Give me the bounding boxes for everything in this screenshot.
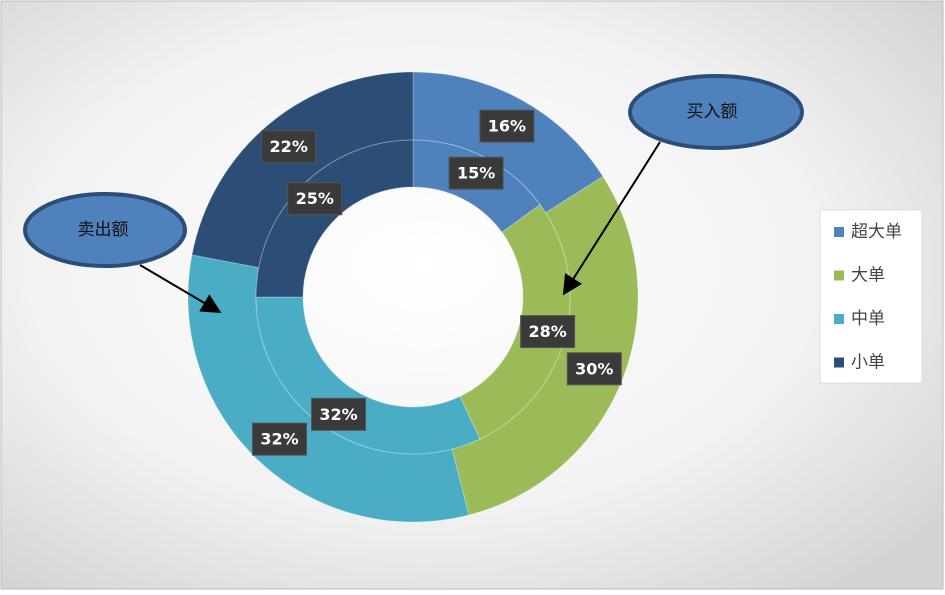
legend-label: 中单 (851, 309, 885, 329)
label-box (479, 109, 535, 143)
label-box (448, 156, 504, 190)
arrow (562, 141, 661, 296)
data-label: 15% (457, 164, 495, 183)
legend-swatch (834, 357, 844, 368)
annotation-ellipse (23, 192, 187, 268)
legend-label: 大单 (851, 266, 885, 286)
legend-swatch (834, 270, 844, 281)
data-label: 28% (528, 322, 566, 341)
slice (255, 139, 414, 298)
arrow (139, 264, 222, 314)
legend-swatch (834, 227, 844, 237)
data-label: 16% (488, 117, 526, 136)
legend-swatch (834, 314, 844, 324)
label-box (520, 315, 576, 349)
data-label: 32% (319, 405, 357, 424)
label-box (261, 130, 317, 164)
legend-label: 超大单 (851, 222, 902, 242)
data-label: 25% (296, 189, 334, 208)
label-box (252, 422, 308, 456)
annotation: 买入额 (687, 102, 738, 122)
label-box (311, 397, 367, 431)
annotation: 卖出额 (78, 220, 129, 240)
legend (819, 209, 923, 384)
data-label: 32% (260, 430, 298, 449)
data-label: 30% (575, 359, 613, 378)
labels: 16% 30% 32% 22% 15% 28% 32% 25% (252, 109, 622, 456)
annotation-ellipse (628, 74, 804, 150)
label-box (566, 352, 622, 386)
data-label: 22% (270, 137, 308, 156)
legend-label: 小单 (851, 353, 885, 373)
label-box (287, 182, 343, 216)
